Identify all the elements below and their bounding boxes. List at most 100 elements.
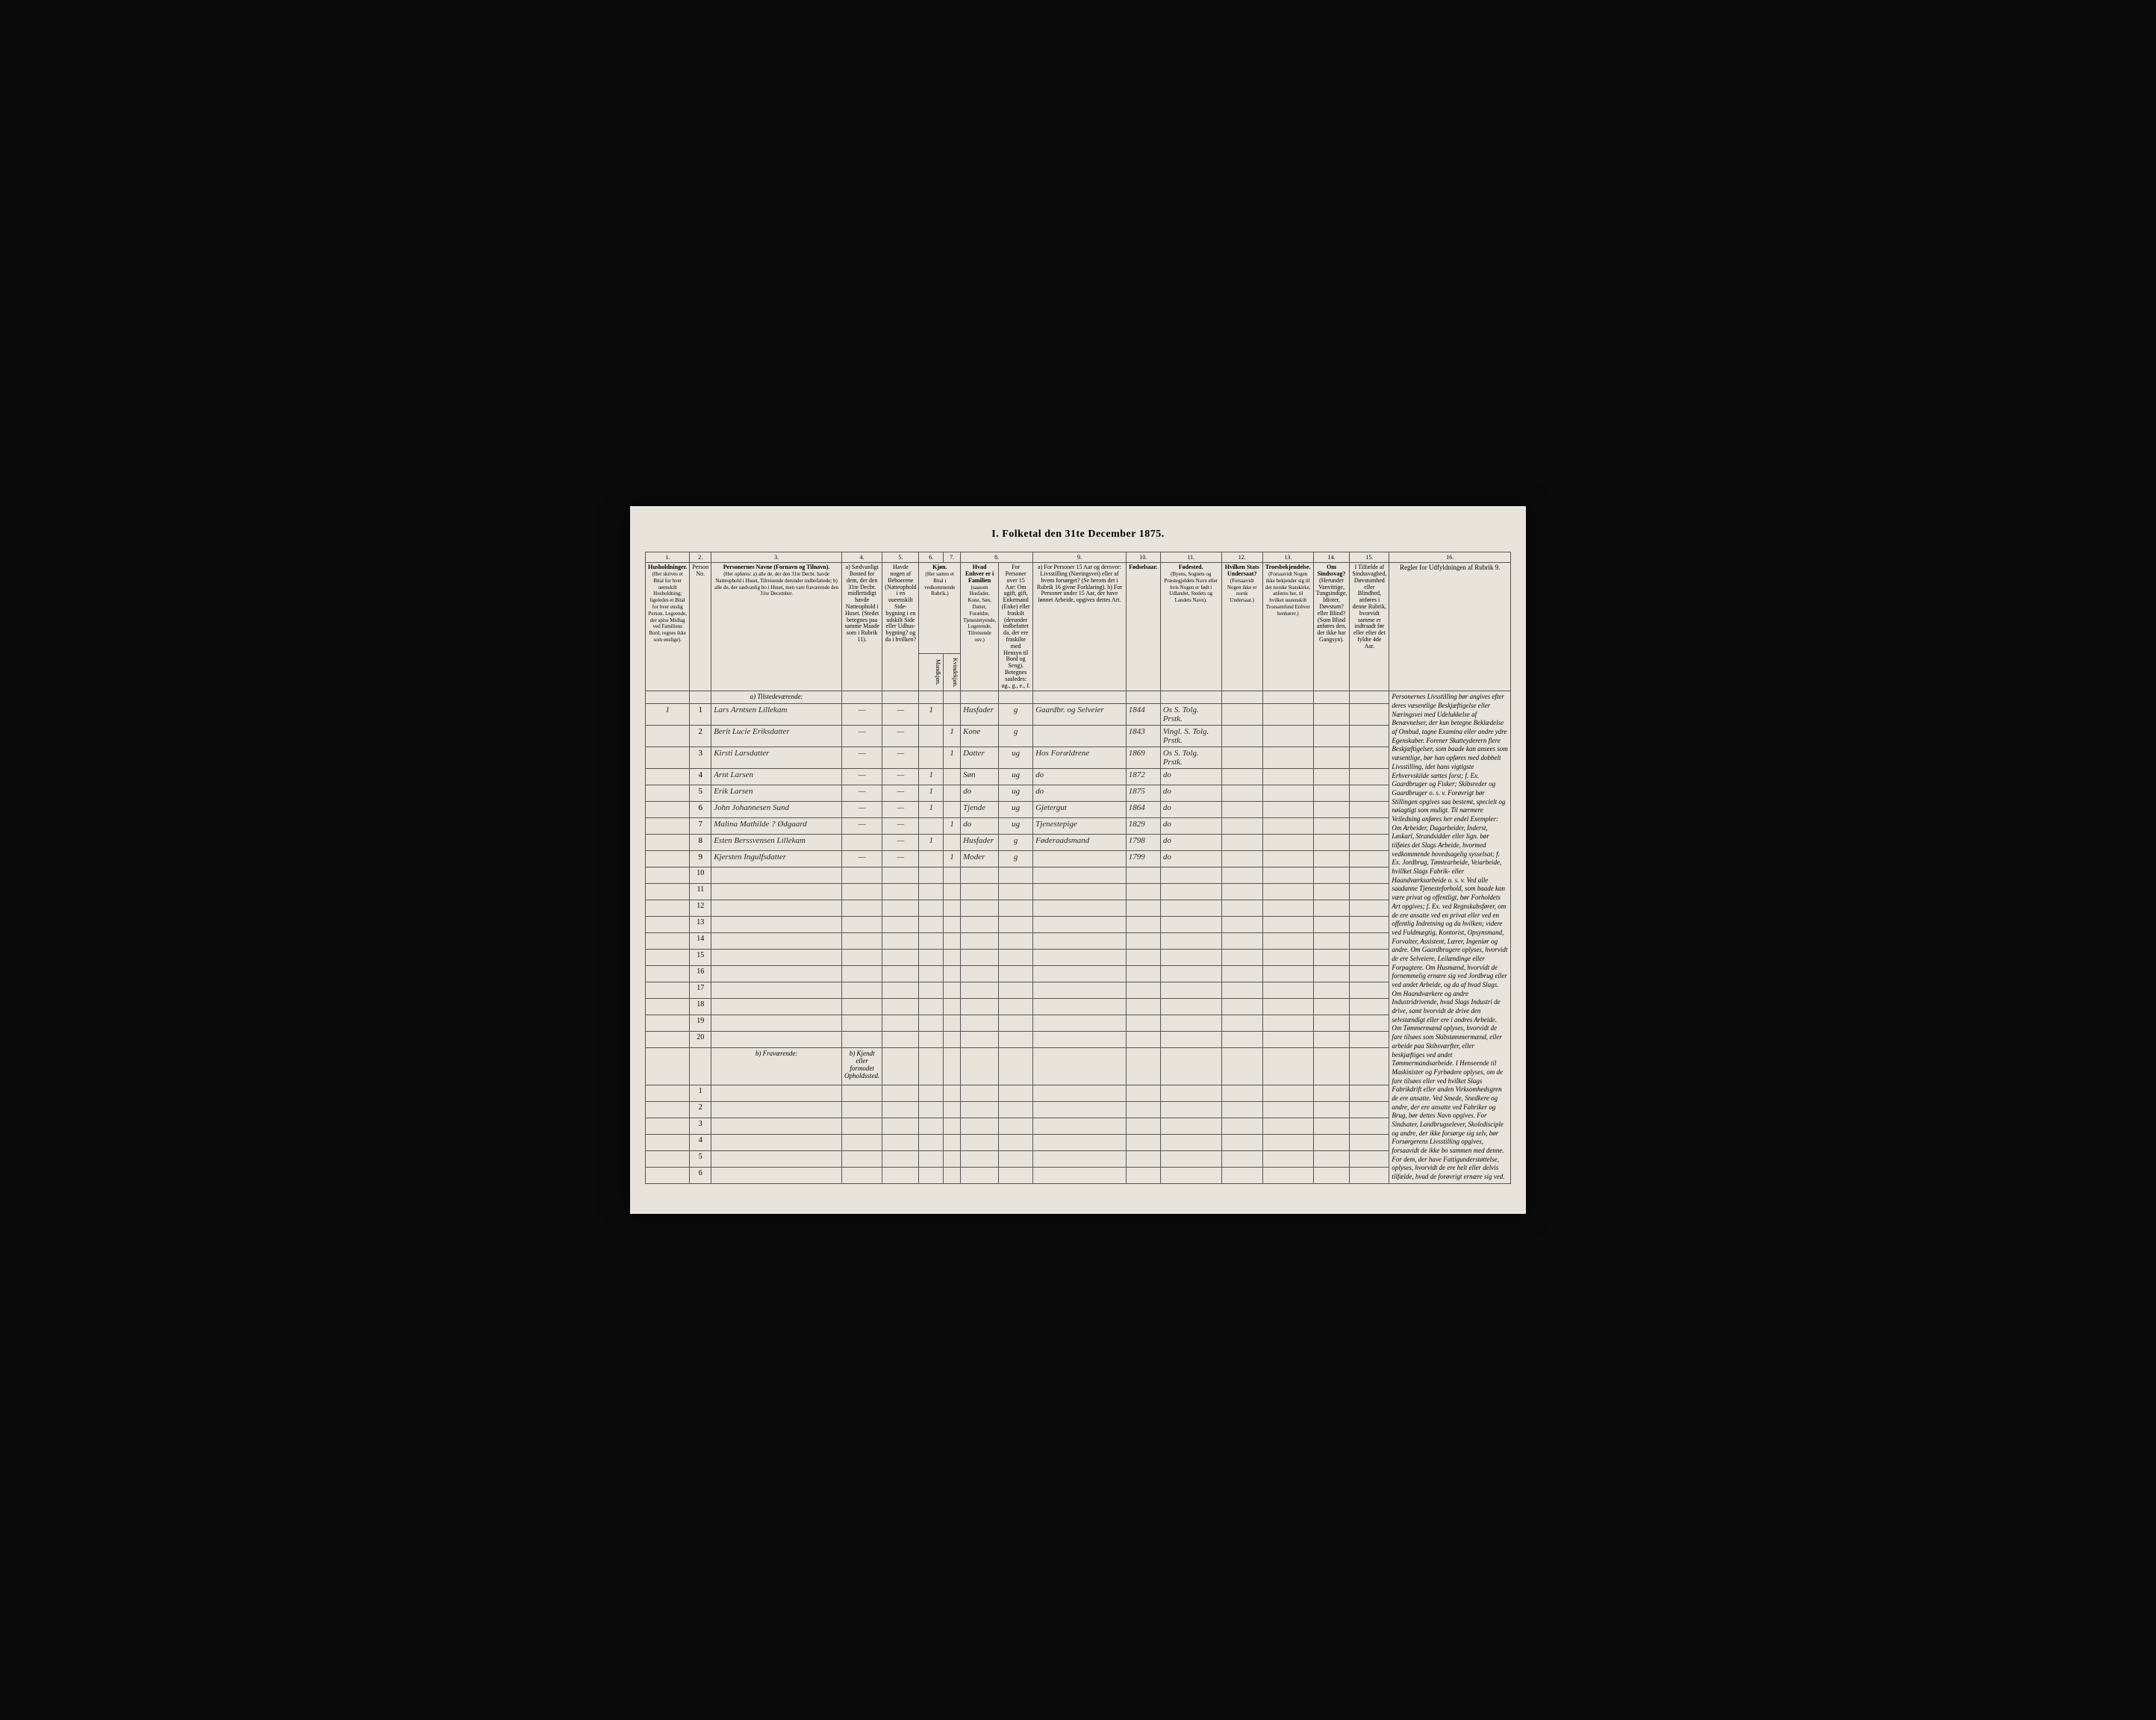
empty-cell bbox=[1033, 1015, 1127, 1031]
header-col4: a) Sædvanligt Bosted for dem, der den 31… bbox=[842, 563, 882, 691]
person-num: 3 bbox=[690, 1118, 711, 1134]
birth-year: 1799 bbox=[1126, 850, 1160, 867]
empty-cell bbox=[882, 1150, 919, 1167]
empty-cell bbox=[1313, 916, 1350, 932]
col13-val bbox=[1262, 768, 1313, 785]
empty-cell bbox=[1033, 1150, 1127, 1167]
empty-cell bbox=[882, 867, 919, 883]
birthplace: Os S. Tolg. Prstk. bbox=[1160, 747, 1221, 768]
empty-cell bbox=[919, 1118, 944, 1134]
empty-cell bbox=[711, 1150, 842, 1167]
empty-cell bbox=[1262, 883, 1313, 900]
household-num bbox=[646, 982, 690, 998]
header-col1-title: Husholdninger. bbox=[648, 564, 687, 570]
col-num-11: 11. bbox=[1160, 552, 1221, 563]
empty-cell bbox=[1033, 1167, 1127, 1183]
family-role: Søn bbox=[961, 768, 999, 785]
empty-cell bbox=[999, 867, 1033, 883]
empty-cell bbox=[882, 1118, 919, 1134]
person-num: 6 bbox=[690, 801, 711, 817]
empty-cell bbox=[842, 965, 882, 982]
header-col6: Mandkjøn. bbox=[919, 654, 944, 691]
female-mark bbox=[944, 703, 961, 725]
empty-cell bbox=[711, 998, 842, 1015]
empty-cell bbox=[882, 1101, 919, 1118]
birth-year: 1798 bbox=[1126, 834, 1160, 850]
male-mark: 1 bbox=[919, 768, 944, 785]
male-mark: 1 bbox=[919, 834, 944, 850]
header-col3-sub: (Her opføres: a) alle de, der den 31te D… bbox=[714, 571, 838, 596]
person-name: Erik Larsen bbox=[711, 785, 842, 801]
empty-cell bbox=[1350, 1015, 1389, 1031]
birthplace: do bbox=[1160, 768, 1221, 785]
empty-cell bbox=[919, 1167, 944, 1183]
birthplace: do bbox=[1160, 850, 1221, 867]
empty-cell bbox=[842, 1101, 882, 1118]
family-role: do bbox=[961, 817, 999, 834]
empty-cell bbox=[944, 1085, 961, 1101]
household-num bbox=[646, 932, 690, 949]
empty-cell bbox=[944, 1118, 961, 1134]
birth-year: 1844 bbox=[1126, 703, 1160, 725]
empty-cell bbox=[944, 965, 961, 982]
person-num: 1 bbox=[690, 703, 711, 725]
household-num bbox=[646, 834, 690, 850]
empty-cell bbox=[1350, 965, 1389, 982]
header-col3-title: Personernes Navne (Fornavn og Tilnavn). bbox=[723, 564, 830, 570]
col5-val: — bbox=[882, 801, 919, 817]
table-row: 4Arnt Larsen——1Sønugdo1872do bbox=[646, 768, 1511, 785]
empty-cell bbox=[944, 916, 961, 932]
col15-val bbox=[1350, 768, 1389, 785]
empty-cell bbox=[944, 1015, 961, 1031]
person-name: Berit Lucie Eriksdatter bbox=[711, 725, 842, 747]
empty-cell bbox=[882, 1015, 919, 1031]
empty-cell bbox=[1262, 1015, 1313, 1031]
household-num bbox=[646, 1101, 690, 1118]
empty-cell bbox=[882, 949, 919, 965]
female-mark bbox=[944, 785, 961, 801]
col15-val bbox=[1350, 801, 1389, 817]
header-col16-title: Regler for Udfyldningen af Rubrik 9. bbox=[1392, 564, 1508, 572]
header-col6-7-title: Kjøn. bbox=[932, 564, 947, 570]
table-row-empty-b: 1 bbox=[646, 1085, 1511, 1101]
col13-val bbox=[1262, 747, 1313, 768]
empty-cell bbox=[1033, 1085, 1127, 1101]
empty-cell bbox=[1350, 916, 1389, 932]
empty-cell bbox=[1221, 1015, 1262, 1031]
header-col11-title: Fødested. bbox=[1179, 564, 1203, 570]
empty-cell bbox=[999, 949, 1033, 965]
empty-cell bbox=[1126, 965, 1160, 982]
empty-cell bbox=[1033, 932, 1127, 949]
empty-cell bbox=[1313, 949, 1350, 965]
empty-cell bbox=[1033, 949, 1127, 965]
col-num-13: 13. bbox=[1262, 552, 1313, 563]
empty-cell bbox=[919, 1085, 944, 1101]
empty-cell bbox=[1126, 1015, 1160, 1031]
empty-cell bbox=[1221, 1167, 1262, 1183]
empty-cell bbox=[961, 1167, 999, 1183]
empty-cell bbox=[999, 1134, 1033, 1150]
col-num-4: 4. bbox=[842, 552, 882, 563]
empty-cell bbox=[711, 1134, 842, 1150]
empty-cell bbox=[999, 932, 1033, 949]
col12-val bbox=[1221, 801, 1262, 817]
empty-cell bbox=[1160, 932, 1221, 949]
empty-cell bbox=[1262, 982, 1313, 998]
family-role: Husfader bbox=[961, 703, 999, 725]
empty-cell bbox=[944, 900, 961, 916]
empty-cell bbox=[1350, 1031, 1389, 1047]
table-row-empty: 11 bbox=[646, 883, 1511, 900]
empty-cell bbox=[1126, 1118, 1160, 1134]
empty-cell bbox=[1126, 1101, 1160, 1118]
empty-cell bbox=[1126, 1031, 1160, 1047]
col5-val: — bbox=[882, 817, 919, 834]
empty-cell bbox=[919, 982, 944, 998]
col-num-16: 16. bbox=[1389, 552, 1511, 563]
empty-cell bbox=[1221, 1031, 1262, 1047]
empty-cell bbox=[1126, 1085, 1160, 1101]
family-role: Datter bbox=[961, 747, 999, 768]
empty-cell bbox=[944, 867, 961, 883]
household-num bbox=[646, 768, 690, 785]
empty-cell bbox=[999, 1101, 1033, 1118]
person-num: 4 bbox=[690, 768, 711, 785]
